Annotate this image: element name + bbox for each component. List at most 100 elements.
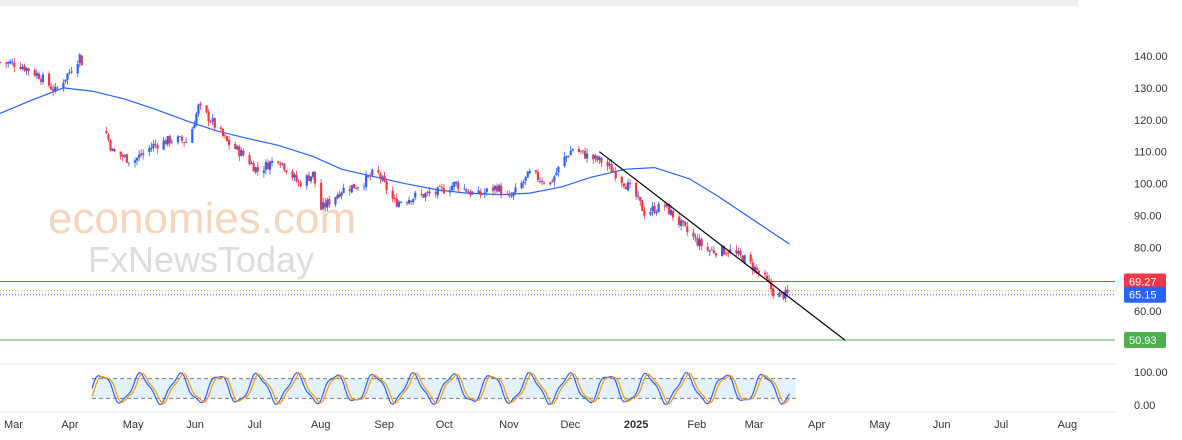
top-toolbar-strip — [0, 0, 1078, 6]
stochastic-d-line — [91, 372, 791, 405]
candle — [25, 67, 28, 76]
candle — [195, 111, 198, 127]
level-badge-label: 50.93 — [1129, 335, 1157, 347]
candle — [553, 174, 556, 187]
candle — [377, 166, 380, 175]
candle — [291, 169, 294, 181]
candle — [64, 79, 67, 84]
candle — [391, 186, 394, 203]
candle — [686, 221, 689, 236]
candle — [197, 103, 200, 117]
candle — [185, 137, 188, 144]
candle — [311, 171, 315, 180]
candle — [410, 200, 413, 205]
candle — [125, 153, 128, 164]
candle — [522, 179, 525, 188]
candle — [199, 101, 202, 111]
candle — [207, 108, 210, 127]
candle — [309, 176, 313, 184]
candle — [440, 183, 443, 193]
candle — [365, 170, 368, 191]
candle — [399, 200, 403, 204]
candle — [549, 182, 552, 186]
candle — [256, 161, 259, 176]
candle — [299, 180, 302, 188]
candle — [168, 134, 171, 148]
watermark: economies.com FxNewsToday — [48, 194, 356, 280]
candle — [653, 202, 656, 215]
candle — [234, 141, 237, 150]
candle — [371, 168, 374, 177]
candle — [412, 198, 415, 206]
time-tick-label: Aug — [311, 419, 331, 431]
candle — [481, 193, 484, 196]
candle — [111, 147, 114, 152]
time-axis[interactable]: Mar Apr May Jun Jul Aug Sep Oct Nov Dec 2025 Feb Mar… — [4, 419, 1077, 431]
candle — [41, 72, 45, 85]
candle — [162, 137, 165, 151]
candle — [191, 127, 194, 143]
candle — [164, 138, 167, 145]
candle — [600, 156, 603, 168]
candle — [328, 195, 331, 208]
time-tick-label: Apr — [61, 419, 78, 431]
candle — [152, 139, 155, 152]
candle — [109, 138, 112, 152]
candle — [236, 144, 239, 151]
candle — [608, 159, 611, 170]
price-axis[interactable]: 140.00 130.00 120.00 110.00 100.00 90.00 80.00… — [1134, 51, 1168, 318]
candle — [551, 178, 554, 184]
time-tick-label: 2025 — [624, 419, 648, 431]
candle — [13, 58, 16, 72]
candle — [436, 186, 439, 199]
candle — [700, 237, 703, 251]
downtrend-line[interactable] — [598, 151, 846, 341]
candle — [540, 177, 544, 186]
candle — [305, 174, 308, 190]
candle — [737, 247, 740, 257]
candle — [356, 186, 360, 191]
candle — [555, 167, 558, 176]
candle — [557, 166, 560, 177]
candle — [11, 58, 14, 66]
candle — [577, 146, 580, 153]
candle — [543, 181, 546, 185]
time-tick-label: Dec — [561, 419, 581, 431]
candle — [735, 245, 738, 256]
candle — [438, 184, 441, 187]
candle — [622, 182, 625, 189]
candle — [665, 203, 668, 209]
candle — [113, 147, 116, 152]
time-tick-label: Apr — [808, 419, 825, 431]
candle — [336, 192, 339, 200]
candle — [250, 160, 253, 165]
candle — [119, 151, 122, 160]
candle — [369, 172, 372, 181]
candle — [262, 166, 265, 178]
candle — [5, 62, 8, 68]
candle — [54, 82, 57, 94]
candle — [498, 183, 501, 193]
candle — [270, 157, 274, 167]
candle — [127, 162, 130, 167]
stochastic-k-line — [91, 371, 791, 406]
candle — [467, 189, 470, 194]
candle — [354, 184, 358, 189]
candle — [205, 104, 208, 114]
candle — [420, 189, 423, 197]
candle — [510, 191, 513, 199]
candle — [23, 63, 26, 72]
candle — [457, 180, 460, 194]
candle — [536, 169, 540, 183]
time-tick-label: Sep — [374, 419, 394, 431]
candle — [678, 212, 681, 228]
candle — [68, 68, 71, 75]
candlestick-series — [0, 53, 789, 303]
candle — [524, 176, 527, 185]
candle — [786, 284, 789, 296]
candle — [35, 69, 38, 80]
candle — [268, 160, 272, 175]
candle — [520, 180, 523, 190]
time-tick-label: Oct — [436, 419, 453, 431]
